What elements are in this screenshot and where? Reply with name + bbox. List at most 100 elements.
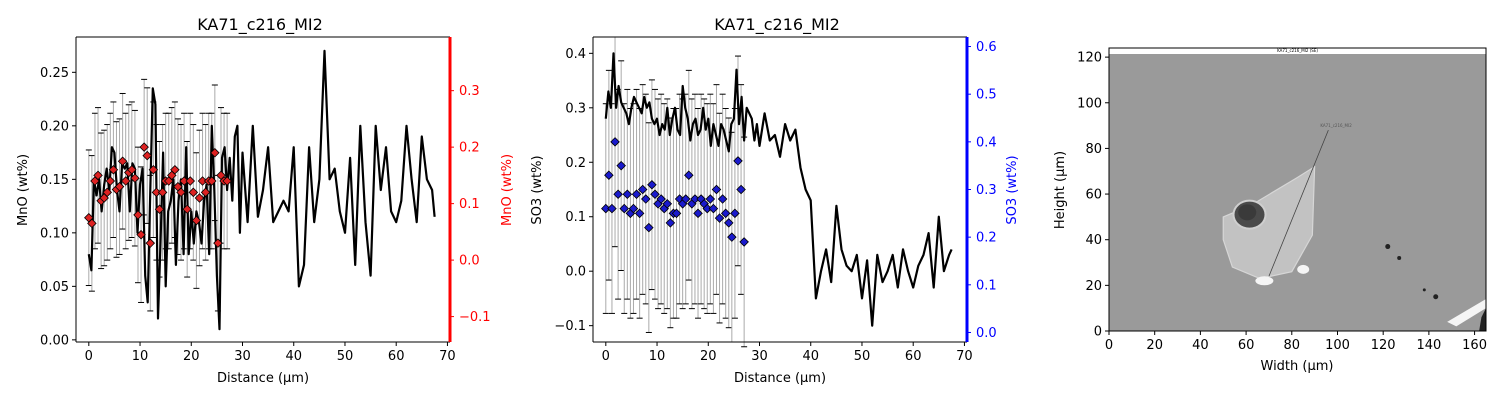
y-tick-label: 100 xyxy=(1077,96,1102,111)
data-point xyxy=(736,184,746,195)
data-point xyxy=(634,208,645,219)
transect-line xyxy=(1268,130,1329,277)
y2-tick-label: 0.3 xyxy=(976,183,997,198)
y-tick-label: 80 xyxy=(1085,142,1102,157)
y2-tick-label: 0.1 xyxy=(976,278,997,293)
x-tick-label: 40 xyxy=(285,349,302,364)
bright-edge xyxy=(1447,299,1486,327)
x-tick-label: 40 xyxy=(802,349,819,364)
data-point xyxy=(117,156,128,167)
data-point xyxy=(142,150,152,161)
data-point xyxy=(705,194,716,204)
data-point xyxy=(641,194,651,204)
x-tick-label: 0 xyxy=(602,349,610,364)
data-point xyxy=(207,176,217,186)
data-point xyxy=(108,164,119,175)
y2-tick-label: 0.0 xyxy=(976,326,997,341)
data-point xyxy=(644,222,654,233)
mno-panel: KA71_c216_MI2 0 10 20 30 40 50 60 70 0.00 0.05 0.1… xyxy=(16,15,515,386)
x-axis-label: Distance (µm) xyxy=(217,371,309,386)
y-tick-label: 0 xyxy=(1094,325,1102,340)
data-point xyxy=(102,187,113,198)
data-point xyxy=(93,170,103,181)
data-point xyxy=(711,184,722,195)
y-tick-label: 40 xyxy=(1085,233,1102,248)
data-point xyxy=(194,193,205,203)
series-line xyxy=(87,49,436,331)
data-point xyxy=(727,232,737,242)
y-axis-label: MnO (wt%) xyxy=(16,154,31,226)
data-point xyxy=(191,215,202,226)
data-point xyxy=(717,194,728,204)
x-tick-label: 20 xyxy=(700,349,717,364)
data-point xyxy=(154,204,165,215)
data-point xyxy=(724,218,734,228)
series-line xyxy=(604,52,953,327)
data-point xyxy=(684,170,694,180)
y2-tick-label: 0.0 xyxy=(459,254,480,269)
plot-area: 0 10 20 30 40 50 60 70 −0.1 0.0 0.1 0.2 0.3 0.4 0.0 0.1… xyxy=(554,36,997,364)
x-tick-label: 100 xyxy=(1325,338,1350,353)
dark-spot xyxy=(1433,294,1439,300)
data-point xyxy=(631,189,642,200)
data-point xyxy=(613,189,623,200)
data-point xyxy=(733,156,743,166)
y2-tick-label: −0.1 xyxy=(459,310,491,325)
data-point xyxy=(105,176,116,186)
x-tick-label: 70 xyxy=(439,349,456,364)
data-point xyxy=(182,204,192,215)
y-tick-label: 0.0 xyxy=(565,265,586,280)
sem-image: KA71_c216_MI2 (SE) KA71_c216_MI2 xyxy=(1109,48,1486,331)
y2-tick-label: 0.6 xyxy=(976,40,997,55)
data-point xyxy=(622,189,633,200)
y-tick-label: 0.05 xyxy=(40,280,69,295)
x-tick-label: 50 xyxy=(854,349,871,364)
data-point xyxy=(157,187,168,198)
y-tick-label: 0.3 xyxy=(565,101,586,116)
chart-title: KA71_c216_MI2 xyxy=(197,15,323,35)
data-point xyxy=(662,199,673,209)
image-frame xyxy=(1108,47,1487,332)
y2-tick-label: 0.5 xyxy=(976,88,997,103)
y2-axis-label: MnO (wt%) xyxy=(500,154,515,226)
marker-group xyxy=(601,137,749,247)
dark-spot xyxy=(1385,244,1391,250)
x-tick-label: 30 xyxy=(751,349,768,364)
data-point xyxy=(671,208,682,219)
data-point xyxy=(628,203,639,214)
data-point xyxy=(136,229,146,240)
transect-label: KA71_c216_MI2 xyxy=(1320,123,1352,128)
data-point xyxy=(114,181,125,192)
y2-tick-label: 0.3 xyxy=(459,84,480,99)
x-axis-label: Width (µm) xyxy=(1261,359,1334,374)
data-point xyxy=(127,164,137,175)
data-point xyxy=(139,142,149,152)
y-tick-label: 20 xyxy=(1085,279,1102,294)
data-point xyxy=(176,187,186,198)
y2-tick-label: 0.2 xyxy=(459,141,480,156)
image-caption: KA71_c216_MI2 (SE) xyxy=(1277,48,1318,53)
data-point xyxy=(170,164,180,175)
x-tick-label: 0 xyxy=(85,349,93,364)
x-tick-label: 80 xyxy=(1284,338,1301,353)
sem-image-panel: KA71_c216_MI2 (SE) KA71_c216_MI2 0 20 40 60 80… xyxy=(1053,47,1487,374)
x-tick-label: 60 xyxy=(388,349,405,364)
data-point xyxy=(693,208,703,219)
data-point xyxy=(619,203,630,214)
y-tick-label: 0.2 xyxy=(565,156,586,171)
y2-tick-label: 0.2 xyxy=(976,231,997,246)
melt-inclusion xyxy=(1222,165,1316,280)
y-tick-label: 0.10 xyxy=(40,226,69,241)
data-point xyxy=(222,176,232,186)
chart-title: KA71_c216_MI2 xyxy=(714,15,840,35)
dark-spot xyxy=(1422,288,1426,292)
data-point xyxy=(714,213,725,223)
data-point xyxy=(637,184,648,195)
data-point xyxy=(730,208,740,219)
data-point xyxy=(120,176,131,186)
plot-area: 0 10 20 30 40 50 60 70 0.00 0.05 0.10 0.15 0.20 0.25 −… xyxy=(40,36,491,364)
data-point xyxy=(87,218,97,229)
data-point xyxy=(616,160,626,171)
y-tick-label: 0.4 xyxy=(565,47,586,62)
